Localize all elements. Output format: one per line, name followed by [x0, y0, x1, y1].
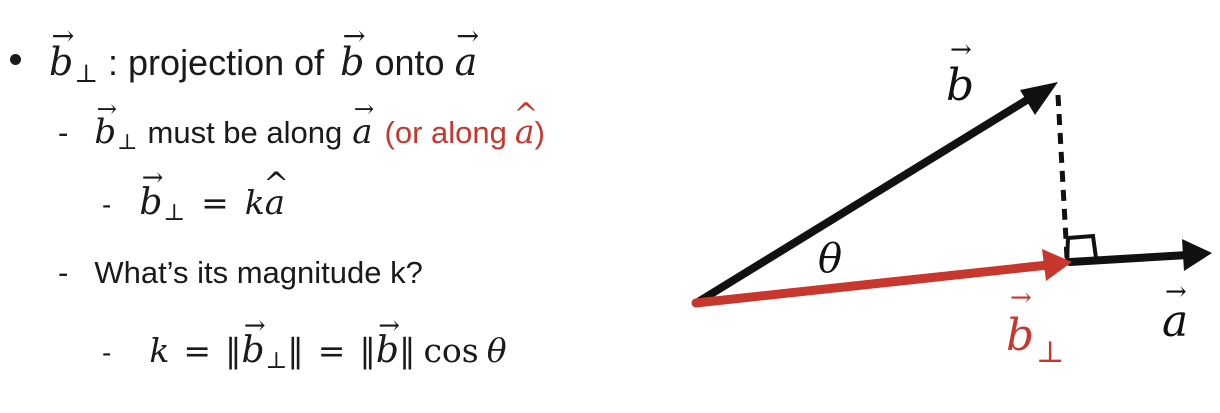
right-angle-marker: [1065, 233, 1098, 263]
b-label-arrow: →: [950, 35, 972, 65]
norm-open-2: ‖: [359, 331, 376, 370]
vector-b-perp-arrowhead: [1042, 249, 1072, 281]
sub-item-4: - k = ‖ b ⊥ ‖ = ‖ b ‖ cos θ: [102, 330, 507, 375]
sub-item-1: - b ⊥ must be along a (or along a ): [58, 112, 545, 156]
bullet-list: b ⊥ : projection of b onto a - b ⊥ must …: [0, 0, 680, 413]
close-paren: ): [534, 115, 545, 150]
b-label: b: [946, 60, 974, 111]
b-vector-symbol-5: b: [241, 330, 264, 371]
dash-mark-3: -: [58, 255, 69, 290]
projection-label: projection of: [128, 42, 325, 83]
magnitude-question: What’s its magnitude k?: [94, 255, 423, 290]
theta-symbol: θ: [486, 331, 507, 370]
a-hat-symbol: a: [515, 112, 535, 151]
vector-b-perp-line: [691, 260, 1053, 308]
projection-diagram: θ → b → a → b ⊥: [691, 35, 1212, 370]
dash-mark-4: -: [102, 337, 112, 368]
a-vector-symbol: a: [455, 40, 478, 84]
a-vector-symbol-2: a: [352, 112, 372, 152]
vector-a-arrowhead: [1182, 239, 1212, 271]
main-bullet: b ⊥ : projection of b onto a: [10, 40, 478, 88]
norm-close-2: ‖: [398, 331, 416, 370]
a-label-arrow: →: [1165, 277, 1187, 307]
bullet-dot: [10, 54, 21, 65]
k-symbol-2: k: [149, 331, 170, 370]
vector-b-line: [694, 91, 1039, 306]
b-vector-symbol-3: b: [94, 112, 116, 152]
must-be-along-text: must be along: [147, 115, 343, 150]
vector-a-line: [1066, 251, 1192, 266]
b-perp-label: b: [1006, 310, 1034, 361]
b-vector-symbol: b: [49, 40, 73, 84]
equals-sign: =: [201, 183, 229, 222]
perpendicular-dashed-line: [1055, 94, 1070, 259]
colon-separator: :: [98, 42, 129, 83]
vector-b-arrowhead: [1020, 82, 1058, 115]
sub-item-2: - b ⊥ = k a: [102, 182, 285, 227]
perp-subscript-3: ⊥: [163, 200, 186, 227]
norm-open: ‖: [224, 331, 242, 370]
k-symbol: k: [244, 183, 265, 222]
perp-subscript-4: ⊥: [265, 348, 288, 375]
equals-sign-3: =: [317, 331, 346, 370]
a-label: a: [1162, 296, 1188, 347]
perp-subscript: ⊥: [74, 59, 99, 89]
dash-mark-1: -: [58, 115, 69, 150]
theta-label: θ: [818, 236, 842, 282]
b-perp-subscript: ⊥: [1036, 335, 1064, 370]
sub-item-3: - What’s its magnitude k?: [58, 255, 423, 291]
perp-subscript-2: ⊥: [117, 130, 138, 156]
cos-function: cos: [423, 331, 479, 370]
b-vector-symbol-6: b: [376, 330, 399, 371]
or-along-text: (or along: [384, 115, 507, 150]
b-vector-symbol-4: b: [139, 182, 162, 223]
onto-label: onto: [374, 42, 445, 83]
a-hat-symbol-2: a: [265, 183, 285, 223]
equals-sign-2: =: [183, 331, 211, 370]
b-perp-label-arrow: →: [1010, 283, 1032, 313]
dash-mark-2: -: [102, 189, 112, 220]
b-vector-symbol-2: b: [340, 40, 364, 84]
norm-close: ‖: [287, 331, 304, 370]
